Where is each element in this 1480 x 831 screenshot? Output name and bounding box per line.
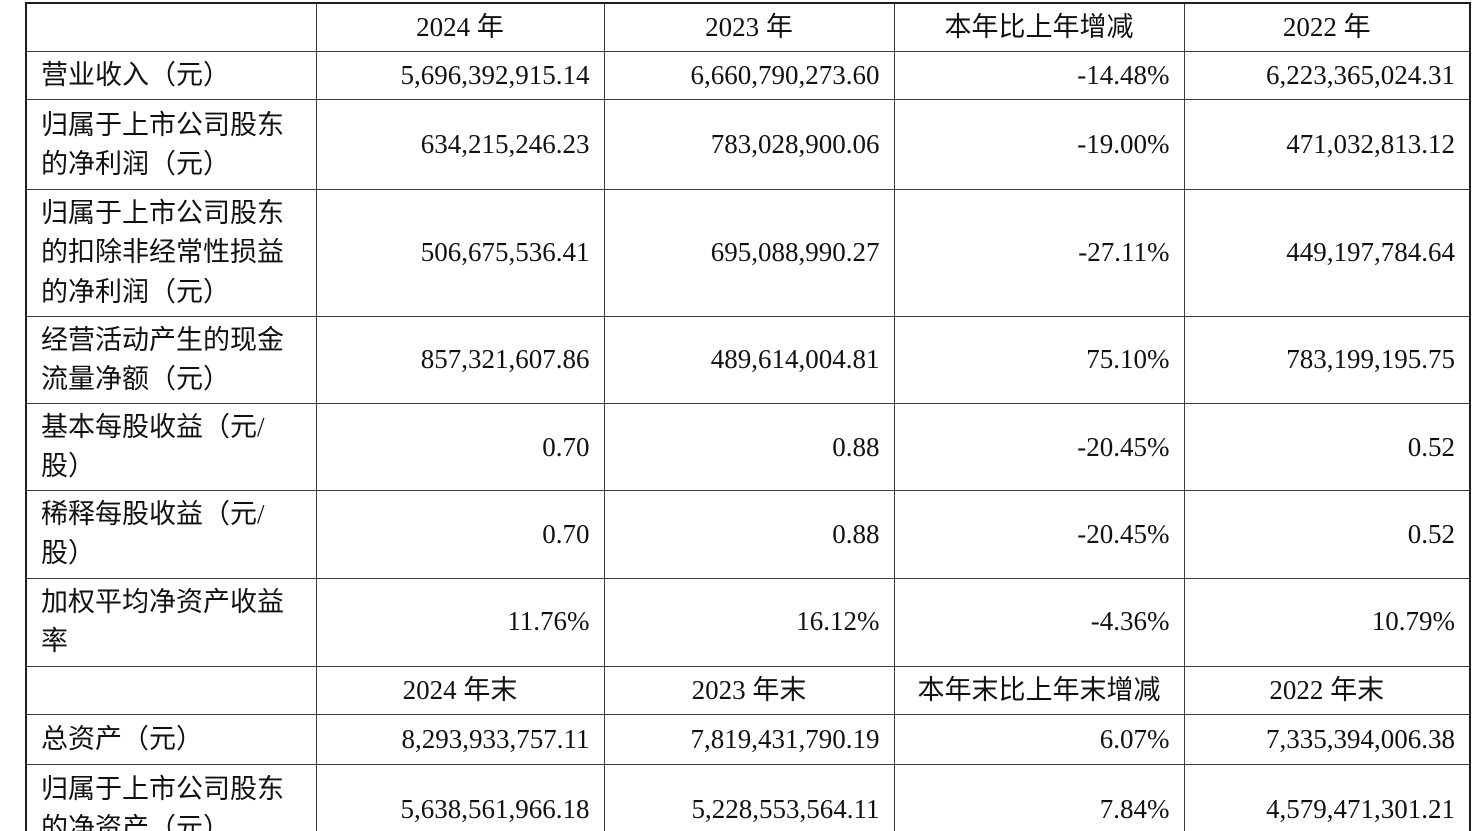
value-2022: 471,032,813.12 — [1183, 99, 1471, 191]
value-2022: 7,335,394,006.38 — [1183, 713, 1471, 765]
value-2024: 5,696,392,915.14 — [315, 51, 605, 101]
table-row-net-profit: 归属于上市公司股东 的净利润（元） 634,215,246.23 783,028… — [25, 99, 1471, 191]
header-yoy-change: 本年比上年增减 — [893, 2, 1185, 53]
value-2024: 11.76% — [315, 577, 605, 667]
value-yoy: -20.45% — [893, 490, 1185, 579]
header-year-2022: 2022 年 — [1183, 2, 1471, 53]
row-label: 总资产（元） — [25, 713, 317, 765]
table-row-weighted-avg-roe: 加权平均净资产收益 率 11.76% 16.12% -4.36% 10.79% — [25, 577, 1471, 667]
value-2024: 0.70 — [315, 490, 605, 579]
value-2022: 6,223,365,024.31 — [1183, 51, 1471, 101]
header-end-2022: 2022 年末 — [1183, 665, 1471, 715]
table-row-diluted-eps: 稀释每股收益（元/ 股） 0.70 0.88 -20.45% 0.52 — [25, 490, 1471, 579]
row-label: 归属于上市公司股东 的净利润（元） — [25, 99, 317, 191]
value-yoy: 7.84% — [893, 763, 1185, 831]
value-2024: 0.70 — [315, 402, 605, 492]
value-2023: 489,614,004.81 — [603, 315, 895, 404]
value-yoy: 6.07% — [893, 713, 1185, 765]
row-label: 加权平均净资产收益 率 — [25, 577, 317, 667]
row-label: 基本每股收益（元/ 股） — [25, 402, 317, 492]
value-yoy: -19.00% — [893, 99, 1185, 191]
header-year-2023: 2023 年 — [603, 2, 895, 53]
header-year-2024: 2024 年 — [315, 2, 605, 53]
table-row-operating-revenue: 营业收入（元） 5,696,392,915.14 6,660,790,273.6… — [25, 51, 1471, 101]
value-yoy: -27.11% — [893, 189, 1185, 317]
value-yoy: 75.10% — [893, 315, 1185, 404]
value-2024: 857,321,607.86 — [315, 315, 605, 404]
header-end-2024: 2024 年末 — [315, 665, 605, 715]
value-yoy: -20.45% — [893, 402, 1185, 492]
value-2022: 4,579,471,301.21 — [1183, 763, 1471, 831]
row-label: 营业收入（元） — [25, 51, 317, 101]
value-2022: 0.52 — [1183, 490, 1471, 579]
value-2022: 10.79% — [1183, 577, 1471, 667]
row-label: 归属于上市公司股东 的扣除非经常性损益 的净利润（元） — [25, 189, 317, 317]
table-row-basic-eps: 基本每股收益（元/ 股） 0.70 0.88 -20.45% 0.52 — [25, 402, 1471, 492]
value-yoy: -4.36% — [893, 577, 1185, 667]
header-blank-cell — [25, 2, 317, 53]
annual-header-row: 2024 年 2023 年 本年比上年增减 2022 年 — [25, 2, 1471, 53]
value-2023: 783,028,900.06 — [603, 99, 895, 191]
value-2024: 506,675,536.41 — [315, 189, 605, 317]
value-2023: 0.88 — [603, 402, 895, 492]
value-2023: 7,819,431,790.19 — [603, 713, 895, 765]
table-row-net-profit-after-deduction: 归属于上市公司股东 的扣除非经常性损益 的净利润（元） 506,675,536.… — [25, 189, 1471, 317]
value-2023: 695,088,990.27 — [603, 189, 895, 317]
key-financials-table: 2024 年 2023 年 本年比上年增减 2022 年 营业收入（元） 5,6… — [25, 2, 1471, 831]
value-yoy: -14.48% — [893, 51, 1185, 101]
value-2023: 6,660,790,273.60 — [603, 51, 895, 101]
table-row-net-assets: 归属于上市公司股东 的净资产（元） 5,638,561,966.18 5,228… — [25, 763, 1471, 831]
value-2023: 16.12% — [603, 577, 895, 667]
value-2022: 0.52 — [1183, 402, 1471, 492]
value-2023: 0.88 — [603, 490, 895, 579]
header-yoy-end-change: 本年末比上年末增减 — [893, 665, 1185, 715]
row-label: 归属于上市公司股东 的净资产（元） — [25, 763, 317, 831]
row-label: 经营活动产生的现金 流量净额（元） — [25, 315, 317, 404]
row-label: 稀释每股收益（元/ 股） — [25, 490, 317, 579]
value-2022: 783,199,195.75 — [1183, 315, 1471, 404]
value-2024: 5,638,561,966.18 — [315, 763, 605, 831]
value-2022: 449,197,784.64 — [1183, 189, 1471, 317]
value-2024: 634,215,246.23 — [315, 99, 605, 191]
value-2024: 8,293,933,757.11 — [315, 713, 605, 765]
header-end-2023: 2023 年末 — [603, 665, 895, 715]
value-2023: 5,228,553,564.11 — [603, 763, 895, 831]
table-row-total-assets: 总资产（元） 8,293,933,757.11 7,819,431,790.19… — [25, 713, 1471, 765]
header-blank-cell — [25, 665, 317, 715]
year-end-header-row: 2024 年末 2023 年末 本年末比上年末增减 2022 年末 — [25, 665, 1471, 715]
table-row-operating-cash-flow: 经营活动产生的现金 流量净额（元） 857,321,607.86 489,614… — [25, 315, 1471, 404]
